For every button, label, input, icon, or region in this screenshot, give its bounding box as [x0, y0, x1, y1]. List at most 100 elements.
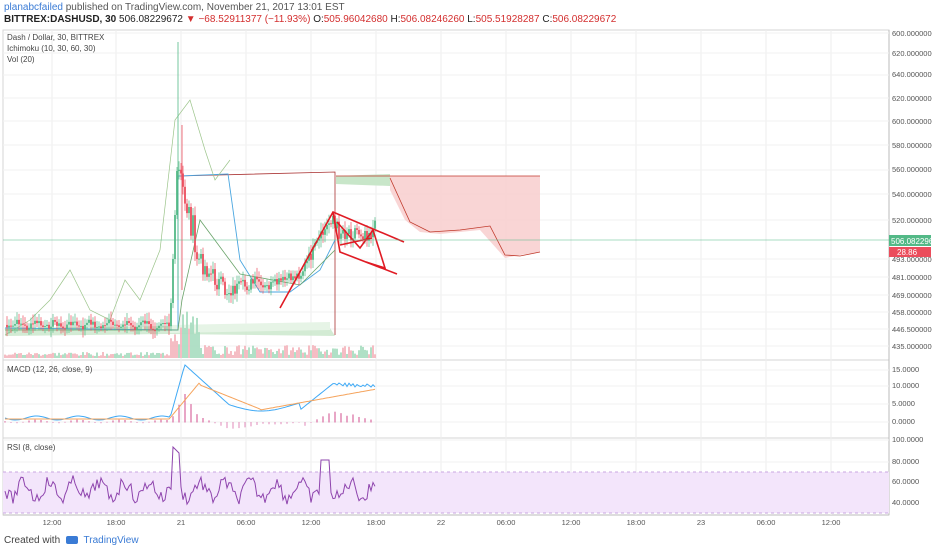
macd-histogram-bar	[46, 421, 48, 423]
volume-bar	[206, 347, 208, 358]
volume-bar	[116, 353, 118, 358]
candle-body	[30, 323, 32, 329]
volume-bar	[282, 350, 284, 358]
price-tick: 520.00000000	[892, 216, 932, 225]
volume-bar	[240, 354, 242, 358]
volume-bar	[78, 355, 80, 358]
volume-bar	[172, 341, 174, 358]
candle-body	[36, 320, 38, 324]
candle-body	[264, 285, 266, 288]
wedge-lower-leg[interactable]	[332, 211, 398, 275]
price-tick: 600.00000000	[892, 117, 932, 126]
volume-bar	[324, 351, 326, 358]
candle-body	[78, 325, 80, 327]
candle-body	[282, 276, 284, 281]
macd-legend[interactable]: MACD (12, 26, close, 9)	[7, 365, 93, 374]
candle-body	[96, 326, 98, 328]
wedge-cross-line[interactable]	[339, 237, 373, 246]
volume-bar	[46, 354, 48, 358]
macd-histogram-bar	[286, 422, 288, 424]
volume-bar	[292, 347, 294, 358]
chart-area[interactable]: 506.08229672 28.86 600.00000000 620.0000…	[0, 28, 932, 533]
macd-histogram-bar	[148, 421, 150, 423]
candle-body	[156, 328, 158, 331]
volume-bar	[184, 327, 186, 358]
volume-bar	[72, 353, 74, 358]
cloud-bear-future	[390, 176, 540, 258]
volume-bar	[278, 348, 280, 358]
last-price: 506.08229672	[119, 14, 183, 25]
volume-bar	[170, 338, 172, 358]
candle-body	[178, 169, 180, 171]
candle-body	[206, 266, 208, 277]
candle-body	[26, 325, 28, 330]
macd-tick: 15.0000	[892, 365, 919, 374]
macd-histogram-bar	[88, 421, 90, 423]
macd-tick: 5.0000	[892, 399, 915, 408]
volume-bar	[18, 353, 20, 358]
candle-body	[218, 279, 220, 290]
volume-bar	[74, 353, 76, 358]
volume-bar	[372, 345, 374, 358]
volume-legend[interactable]: Vol (20)	[7, 55, 35, 64]
ichimoku-legend[interactable]: Ichimoku (10, 30, 60, 30)	[7, 44, 96, 53]
candle-body	[220, 276, 222, 280]
volume-bar	[168, 355, 170, 358]
volume-bar	[252, 345, 254, 358]
volume-bar	[232, 354, 234, 358]
volume-bar	[90, 354, 92, 358]
publish-line: planabcfailed published on TradingView.c…	[4, 2, 345, 13]
volume-bar	[38, 354, 40, 358]
volume-bar	[12, 354, 14, 358]
macd-histogram-bar	[100, 422, 102, 424]
volume-bar	[132, 355, 134, 358]
candle-body	[28, 328, 30, 330]
volume-bar	[26, 354, 28, 358]
volume-bar	[136, 354, 138, 358]
macd-histogram-bar	[118, 419, 120, 423]
volume-bar	[318, 348, 320, 358]
candle-body	[100, 326, 102, 329]
candle-body	[224, 281, 226, 295]
volume-bar	[40, 355, 42, 358]
macd-histogram-bar	[94, 422, 96, 423]
macd-histogram-bar	[202, 418, 204, 423]
volume-bars	[4, 311, 376, 358]
candle-body	[326, 224, 328, 230]
candle-body	[134, 326, 136, 331]
candle-body	[144, 320, 146, 324]
candle-body	[330, 223, 332, 225]
macd-histogram-bar	[322, 416, 324, 423]
candle-body	[10, 325, 12, 327]
candle-body	[266, 285, 268, 287]
tradingview-link[interactable]: TradingView	[83, 535, 139, 546]
candle-body	[76, 321, 78, 326]
candle-body	[38, 321, 40, 324]
volume-bar	[208, 345, 210, 358]
macd-histogram-bar	[268, 422, 270, 425]
candle-body	[12, 325, 14, 327]
volume-bar	[24, 354, 26, 358]
macd-tick: 10.0000	[892, 381, 919, 390]
candle-body	[48, 324, 50, 329]
wedge-pattern-annotation[interactable]	[279, 210, 405, 309]
macd-pane[interactable]	[2, 359, 890, 439]
high-value: 506.08246260	[400, 14, 465, 25]
candle-body	[24, 324, 26, 326]
candle-body	[150, 324, 152, 329]
volume-bar	[218, 353, 220, 358]
candle-body	[20, 323, 22, 325]
time-tick: 12:00	[43, 518, 62, 527]
macd-histogram-bar	[232, 422, 234, 429]
macd-histogram-bar	[124, 419, 126, 423]
volume-bar	[8, 354, 10, 358]
volume-bar	[94, 355, 96, 358]
candle-body	[172, 259, 174, 303]
candle-body	[230, 293, 232, 296]
volume-bar	[350, 350, 352, 358]
author-link[interactable]: planabcfailed	[4, 2, 63, 13]
volume-bar	[92, 355, 94, 358]
candle-body	[54, 320, 56, 322]
wedge-inner-flag[interactable]	[336, 221, 387, 270]
rsi-legend[interactable]: RSI (8, close)	[7, 443, 56, 452]
